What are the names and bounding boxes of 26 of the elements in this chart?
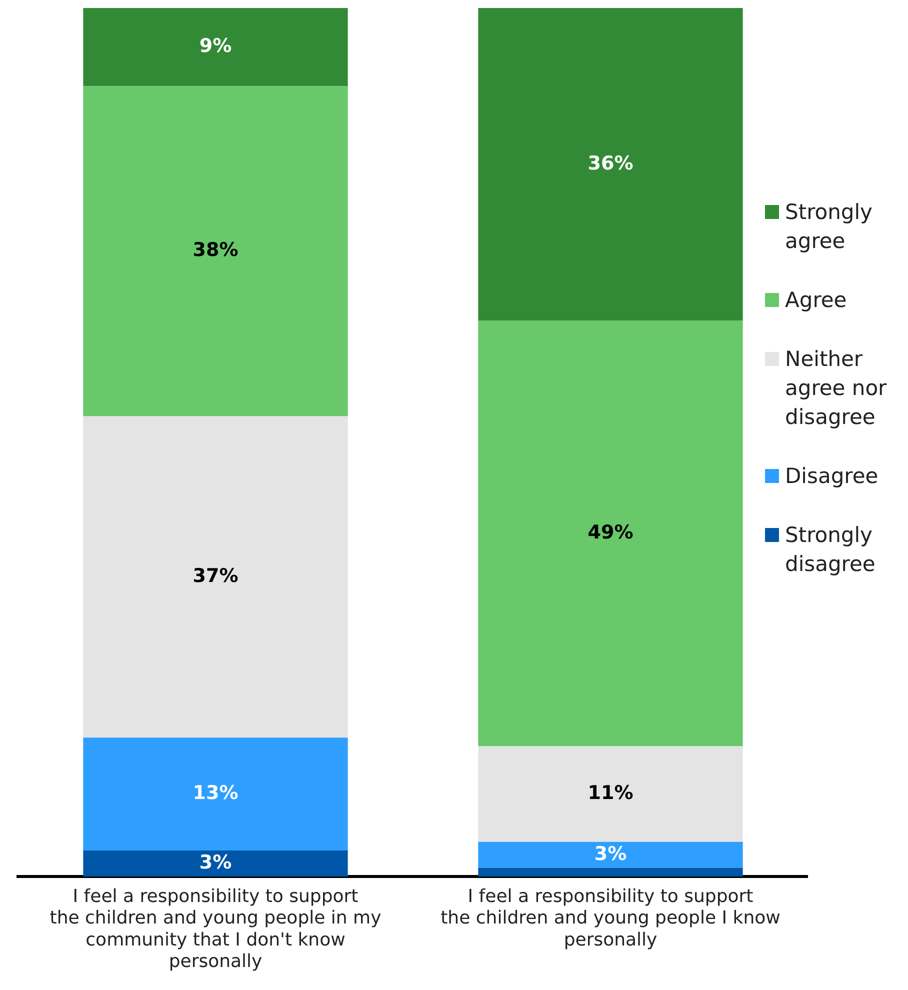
legend-label: Strongly agree (785, 199, 874, 255)
bar (83, 8, 348, 86)
data-label: 9% (199, 35, 232, 58)
bar (478, 746, 743, 842)
bar (83, 850, 348, 877)
bar (83, 416, 348, 738)
data-label: 49% (588, 521, 634, 544)
bar (478, 868, 743, 877)
x-tick-label: I feel a responsibility to support the children and young people in my community that I don't know personally (50, 886, 382, 972)
legend-label: Agree (785, 287, 847, 314)
bar (478, 320, 743, 746)
data-label: 13% (192, 782, 238, 804)
bar (478, 8, 743, 321)
data-label: 36% (588, 152, 634, 174)
bar (478, 842, 743, 868)
data-label: 3% (594, 842, 627, 865)
data-label: 38% (192, 239, 238, 262)
data-label: 3% (199, 852, 232, 874)
legend-label: Strongly disagree (785, 522, 876, 578)
legend-label: Neither agree nor disagree (785, 346, 888, 431)
legend-label: Disagree (785, 463, 878, 490)
bar (83, 738, 348, 851)
bar (83, 86, 348, 416)
data-label: 37% (192, 564, 238, 587)
data-label: 11% (588, 782, 634, 804)
x-tick-label: I feel a responsibility to support the children and young people I know personally (440, 886, 780, 950)
